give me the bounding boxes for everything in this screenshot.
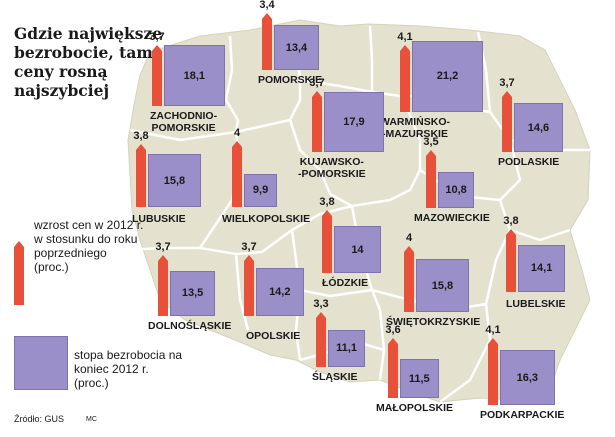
- region-name-podlaskie: PODLASKIE: [498, 156, 560, 168]
- inflation-bar-kujawsko-pomorskie: [312, 90, 322, 152]
- inflation-value-lodzkie: 3,8: [319, 196, 335, 208]
- unemployment-square-podkarpackie: 16,3: [500, 350, 555, 405]
- legend-unemployment-square: [14, 336, 68, 390]
- inflation-bar-dolnoslaskie: [158, 254, 168, 316]
- region-name-lubelskie: LUBELSKIE: [506, 298, 566, 310]
- inflation-bar-mazowieckie: [426, 149, 436, 208]
- region-name-malopolskie: MAŁOPOLSKIE: [376, 402, 454, 414]
- region-name-pomorskie: POMORSKIE: [258, 74, 323, 86]
- region-name-dolnoslaskie: DOLNOŚLĄSKIE: [148, 320, 232, 332]
- unemployment-square-lodzkie: 14: [334, 226, 381, 273]
- inflation-value-podkarpackie: 4,1: [485, 323, 501, 336]
- inflation-value-slaskie: 3,3: [313, 297, 329, 310]
- source-note: Źródło: GUS: [14, 414, 65, 424]
- legend-inflation-label: wzrost cen w 2012 r. w stosunku do roku …: [34, 218, 144, 274]
- region-name-swietokrzyskie: ŚWIĘTOKRZYSKIE: [386, 316, 481, 328]
- map-title: Gdzie największe bezrobocie, tam ceny ro…: [14, 24, 163, 100]
- unemployment-square-swietokrzyskie: 15,8: [416, 259, 469, 312]
- inflation-bar-opolskie: [244, 254, 254, 316]
- unemployment-square-pomorskie: 13,4: [274, 25, 319, 70]
- region-name-warminsko-mazurskie: WARMIŃSKO- -MAZURSKIE: [380, 116, 450, 140]
- inflation-bar-zachodniopomorskie: [152, 44, 162, 106]
- inflation-bar-warminsko-mazurskie: [400, 44, 410, 112]
- legend-unemployment-label: stopa bezrobocia na koniec 2012 r. (proc…: [74, 348, 183, 390]
- region-name-lodzkie: ŁÓDZKIE: [322, 277, 369, 289]
- legend-inflation-bar: [14, 241, 24, 305]
- inflation-bar-pomorskie: [262, 13, 272, 70]
- inflation-value-dolnoslaskie: 3,7: [155, 240, 171, 253]
- inflation-bar-lodzkie: [322, 210, 332, 273]
- region-name-opolskie: OPOLSKIE: [246, 330, 301, 342]
- region-name-slaskie: ŚLĄSKIE: [312, 371, 358, 383]
- inflation-bar-slaskie: [316, 311, 326, 367]
- inflation-bar-podlaskie: [502, 90, 512, 152]
- inflation-value-podlaskie: 3,7: [499, 76, 515, 89]
- unemployment-square-lubelskie: 14,1: [518, 244, 566, 292]
- unemployment-square-dolnoslaskie: 13,5: [170, 270, 216, 316]
- inflation-bar-podkarpackie: [488, 337, 498, 405]
- inflation-value-opolskie: 3,7: [241, 240, 257, 253]
- region-name-podkarpackie: PODKARPACKIE: [480, 409, 565, 421]
- unemployment-square-kujawsko-pomorskie: 17,9: [324, 92, 384, 152]
- inflation-value-lubelskie: 3,8: [503, 215, 519, 227]
- unemployment-square-podlaskie: 14,6: [514, 103, 563, 152]
- inflation-value-warminsko-mazurskie: 4,1: [397, 30, 413, 43]
- inflation-value-lubuskie: 3,8: [133, 130, 149, 142]
- region-name-zachodniopomorskie: ZACHODNIO- POMORSKIE: [150, 110, 218, 134]
- inflation-value-pomorskie: 3,4: [259, 0, 275, 11]
- region-name-lubuskie: LUBUSKIE: [132, 213, 186, 225]
- inflation-value-mazowieckie: 3,5: [423, 135, 439, 148]
- unemployment-square-warminsko-mazurskie: 21,2: [412, 40, 484, 112]
- region-name-mazowieckie: MAZOWIECKIE: [414, 212, 490, 224]
- inflation-value-kujawsko-pomorskie: 3,7: [309, 76, 325, 89]
- unemployment-square-malopolskie: 11,5: [400, 359, 439, 398]
- inflation-bar-lubelskie: [506, 229, 516, 292]
- unemployment-square-opolskie: 14,2: [256, 268, 304, 316]
- unemployment-square-mazowieckie: 10,8: [438, 171, 475, 208]
- inflation-bar-wielkopolskie: [232, 141, 242, 207]
- author-credit: MC: [86, 416, 97, 423]
- region-name-wielkopolskie: WIELKOPOLSKIE: [222, 213, 311, 225]
- region-name-kujawsko-pomorskie: KUJAWSKO- -POMORSKIE: [298, 156, 366, 180]
- unemployment-square-zachodniopomorskie: 18,1: [164, 45, 225, 106]
- inflation-value-malopolskie: 3,6: [385, 324, 401, 336]
- unemployment-square-lubuskie: 15,8: [148, 154, 201, 207]
- inflation-value-wielkopolskie: 4: [233, 127, 241, 139]
- inflation-bar-lubuskie: [136, 144, 146, 207]
- unemployment-square-slaskie: 11,1: [328, 329, 366, 367]
- inflation-value-swietokrzyskie: 4: [405, 232, 413, 244]
- unemployment-square-wielkopolskie: 9,9: [244, 173, 278, 207]
- inflation-bar-malopolskie: [388, 338, 398, 398]
- inflation-value-zachodniopomorskie: 3,7: [149, 30, 165, 43]
- inflation-bar-swietokrzyskie: [404, 246, 414, 312]
